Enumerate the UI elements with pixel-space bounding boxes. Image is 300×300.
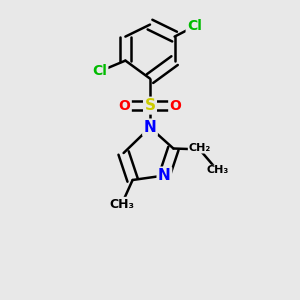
Text: O: O: [118, 99, 130, 112]
Text: N: N: [158, 168, 171, 183]
Text: CH₂: CH₂: [188, 143, 211, 153]
Text: N: N: [144, 120, 156, 135]
Text: CH₃: CH₃: [206, 165, 229, 176]
Text: O: O: [169, 99, 181, 112]
Text: CH₃: CH₃: [109, 198, 134, 211]
Text: S: S: [145, 98, 155, 113]
Text: Cl: Cl: [187, 20, 202, 33]
Text: Cl: Cl: [92, 64, 107, 78]
